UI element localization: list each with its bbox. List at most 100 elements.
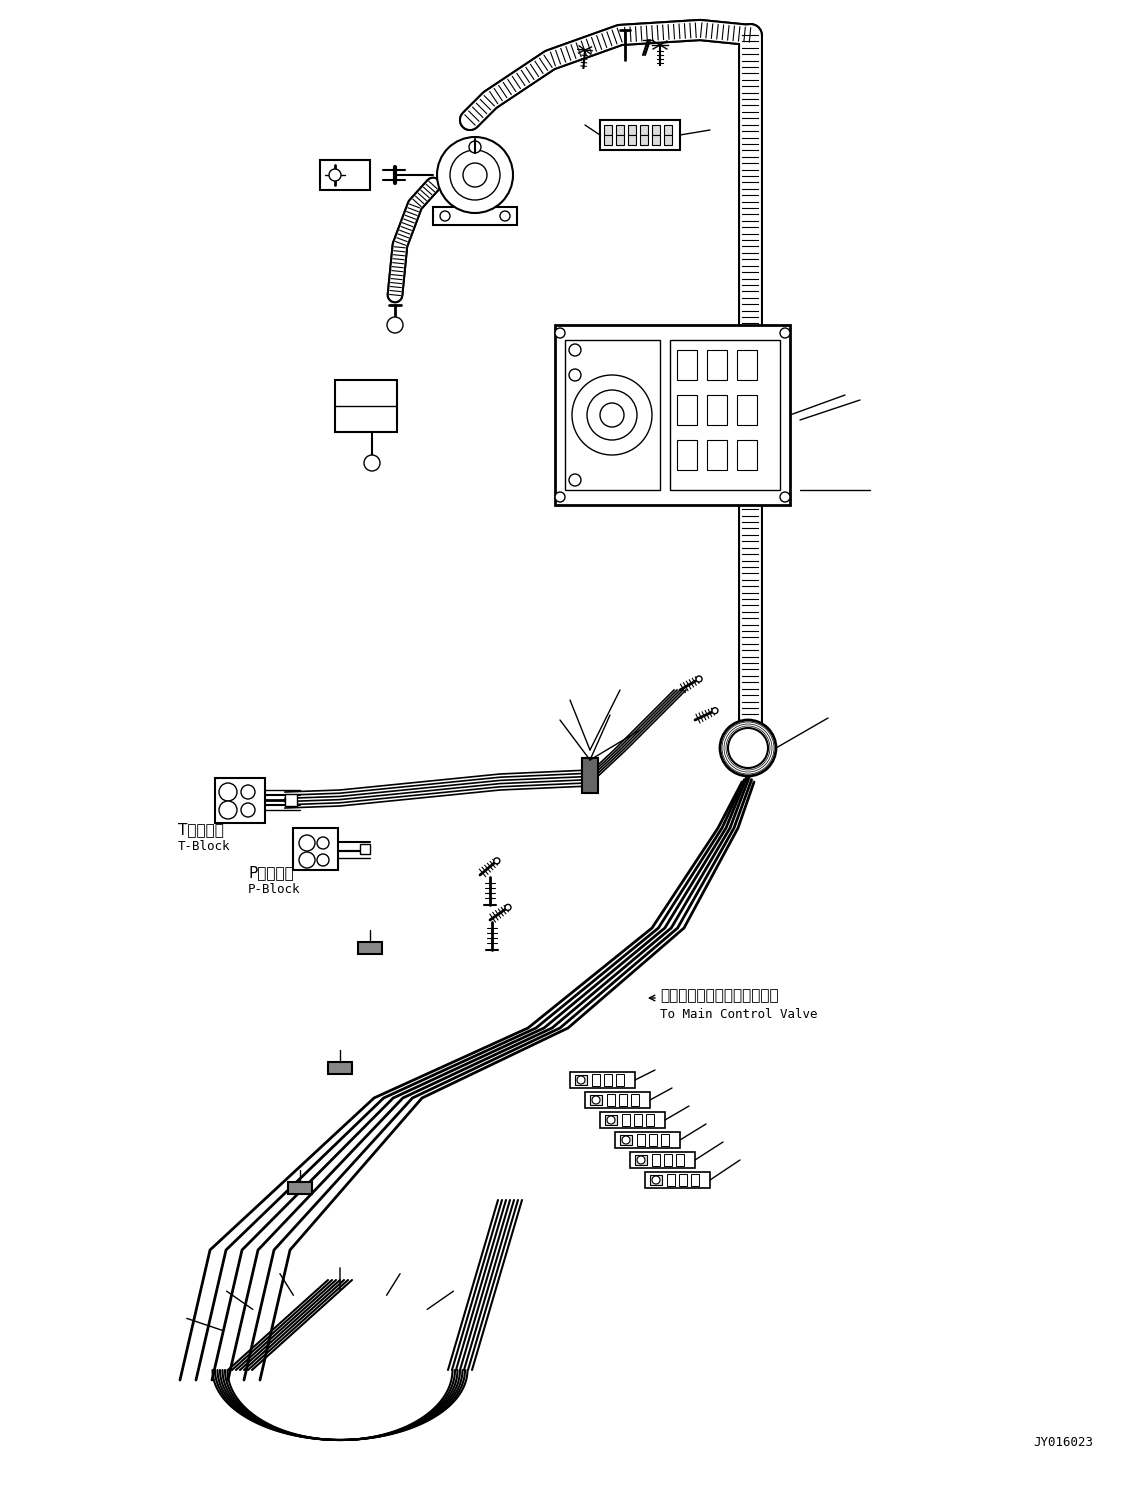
Bar <box>615 1132 680 1148</box>
Circle shape <box>494 858 499 864</box>
Circle shape <box>652 1176 660 1184</box>
Bar <box>585 1091 650 1108</box>
Circle shape <box>241 803 255 817</box>
Bar <box>640 135 648 144</box>
Bar <box>649 1135 657 1147</box>
Bar <box>737 395 757 424</box>
Bar <box>616 125 624 135</box>
Circle shape <box>712 707 718 713</box>
Circle shape <box>463 162 487 188</box>
Bar <box>616 1074 624 1085</box>
Circle shape <box>299 852 315 868</box>
Circle shape <box>720 721 776 776</box>
Bar <box>677 441 697 471</box>
Bar <box>664 135 672 144</box>
Circle shape <box>499 211 510 220</box>
Bar <box>661 1135 669 1147</box>
Bar <box>692 1173 700 1187</box>
Bar <box>631 1094 639 1106</box>
Circle shape <box>607 1115 615 1124</box>
Bar <box>737 441 757 471</box>
Bar <box>708 350 727 380</box>
Circle shape <box>569 369 581 381</box>
Circle shape <box>622 1136 630 1144</box>
Circle shape <box>696 676 702 682</box>
Bar <box>652 125 660 135</box>
Circle shape <box>329 168 341 182</box>
Bar <box>677 395 697 424</box>
Circle shape <box>469 141 481 153</box>
Circle shape <box>363 456 379 471</box>
Bar <box>320 159 370 191</box>
Bar <box>640 125 648 135</box>
Bar <box>555 325 790 505</box>
Bar <box>360 844 370 855</box>
Circle shape <box>317 855 329 867</box>
Bar <box>592 1074 600 1085</box>
Circle shape <box>387 317 403 334</box>
Bar <box>622 1114 630 1126</box>
Bar <box>590 1094 602 1105</box>
Text: T-Block: T-Block <box>178 840 231 853</box>
Text: To Main Control Valve: To Main Control Valve <box>660 1008 817 1021</box>
Bar <box>600 121 680 150</box>
Bar <box>575 1075 588 1085</box>
Bar <box>616 135 624 144</box>
Circle shape <box>569 344 581 356</box>
Bar <box>628 135 636 144</box>
Circle shape <box>728 728 768 768</box>
Bar <box>328 1062 352 1074</box>
Circle shape <box>437 137 513 213</box>
Bar <box>607 1094 615 1106</box>
Text: メインコントロールバルブへ: メインコントロールバルブへ <box>660 989 778 1004</box>
Bar <box>565 339 660 490</box>
Bar <box>293 828 338 870</box>
Bar <box>335 380 397 432</box>
Bar <box>676 1154 684 1166</box>
Circle shape <box>577 1077 585 1084</box>
Circle shape <box>317 837 329 849</box>
Circle shape <box>241 785 255 800</box>
Circle shape <box>440 211 450 220</box>
Bar <box>358 943 382 954</box>
Bar <box>605 1115 617 1126</box>
Circle shape <box>600 404 624 427</box>
Bar <box>646 1114 654 1126</box>
Bar <box>215 777 265 823</box>
Bar <box>645 1172 710 1188</box>
Bar <box>288 1182 312 1194</box>
Text: Pブロック: Pブロック <box>248 865 294 880</box>
Text: JY016023: JY016023 <box>1033 1435 1093 1449</box>
Circle shape <box>505 904 511 910</box>
Circle shape <box>592 1096 600 1103</box>
Circle shape <box>637 1155 645 1164</box>
Text: Tブロック: Tブロック <box>178 822 224 837</box>
Circle shape <box>555 491 565 502</box>
Bar <box>708 441 727 471</box>
Bar <box>620 1094 628 1106</box>
Bar <box>664 125 672 135</box>
Bar <box>652 1154 660 1166</box>
Circle shape <box>219 801 237 819</box>
Bar <box>664 1154 672 1166</box>
Bar <box>636 1155 647 1164</box>
Bar <box>582 758 598 794</box>
Bar <box>677 350 697 380</box>
Circle shape <box>780 328 790 338</box>
Text: P-Block: P-Block <box>248 883 301 896</box>
Circle shape <box>572 375 652 456</box>
Bar <box>634 1114 642 1126</box>
Bar <box>433 207 517 225</box>
Bar <box>670 339 780 490</box>
Circle shape <box>299 835 315 852</box>
Bar <box>620 1135 632 1145</box>
Bar <box>600 1112 665 1129</box>
Bar <box>604 125 612 135</box>
Bar <box>650 1175 662 1185</box>
Bar <box>708 395 727 424</box>
Bar <box>630 1152 695 1167</box>
Bar <box>737 350 757 380</box>
Bar <box>628 125 636 135</box>
Bar <box>604 135 612 144</box>
Circle shape <box>219 783 237 801</box>
